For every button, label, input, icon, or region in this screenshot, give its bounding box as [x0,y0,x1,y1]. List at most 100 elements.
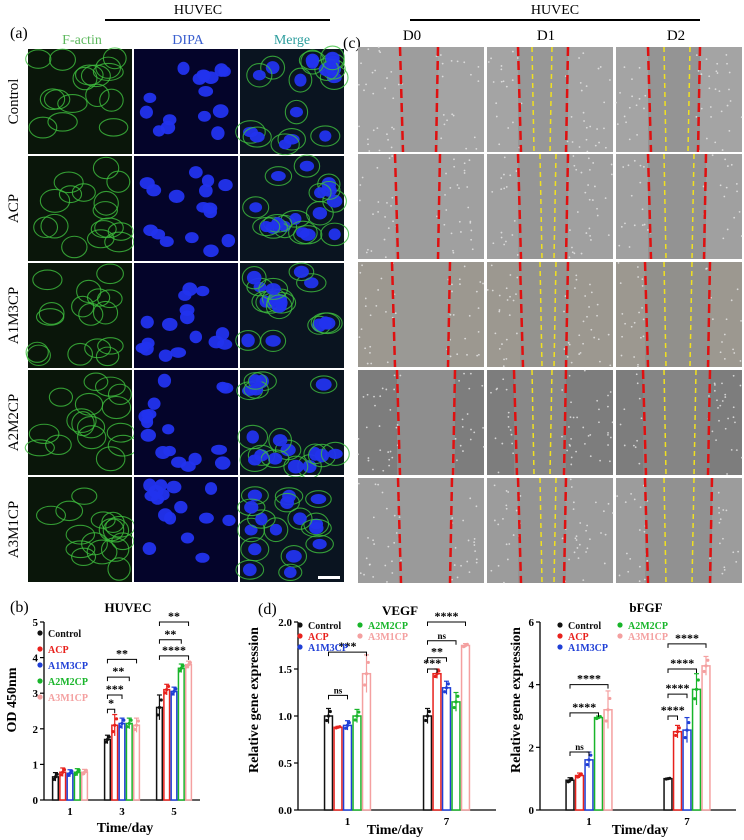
chart-title: HUVEC [105,600,152,615]
row-label-control: Control [6,79,22,125]
bar-a2m2cp-5 [177,667,185,801]
significance-label: **** [666,681,690,695]
y-tick-label: 0.0 [278,805,292,817]
data-point [134,723,139,727]
significance-label: ** [112,664,124,678]
wound-image-acp-d0 [358,153,484,260]
data-point [129,718,133,722]
bar-a2m2cp-1 [593,716,604,811]
panel-c-cell-line: HUVEC [531,3,579,18]
data-point [188,660,192,665]
data-point [163,691,167,695]
col-label-d1: D1 [537,28,555,44]
data-point [587,758,591,762]
significance-label: ** [431,645,443,659]
legend-item-a2m2cp: A2M2CP [628,621,668,632]
data-point [454,700,458,704]
data-point [427,709,431,714]
significance-bracket [569,712,599,717]
data-point [181,664,185,668]
data-point [465,642,469,646]
panel-c-label: (c) [343,35,361,52]
significance-bracket [427,657,447,662]
data-point [347,720,351,725]
legend-item-a1m3cp: A1M3CP [308,643,348,654]
data-point [456,694,460,698]
data-point [355,714,359,718]
wound-image-acp-d2 [616,153,743,260]
wound-image-a1m3cp-d1 [486,261,613,368]
bar-a2m2cp-3 [125,722,133,801]
significance-label: **** [435,609,459,623]
data-point [706,658,710,662]
bar-control-7 [422,715,433,811]
data-point [77,768,81,772]
legend-marker [37,646,43,652]
data-point [55,772,59,776]
wound-image-a1m3cp-d0 [358,261,484,368]
bar-a3m1cp-7 [701,665,711,811]
legend-item-control: Control [308,621,341,632]
bar-a2m2cp-1 [352,715,362,811]
data-point [111,730,115,734]
data-point [675,730,680,734]
legend-marker [297,633,303,639]
data-point [366,660,370,665]
y-tick-label: 6 [529,617,535,629]
bar-acp-7 [432,672,442,811]
bar-a3m1cp-7 [460,644,471,811]
legend-marker [617,622,623,628]
data-point [685,728,689,732]
data-point [73,772,78,776]
bar-control-5 [155,706,164,801]
significance-bracket [106,658,138,664]
data-point [328,709,332,714]
bar-control-1 [323,715,334,811]
row-label-a1m3cp: A1M3CP [6,287,22,345]
data-point [363,683,367,687]
legend-item-acp: ACP [568,632,589,643]
significance-bracket [569,684,609,689]
data-point [694,687,699,691]
chart-title: bFGF [629,600,662,615]
significance-label: ns [575,742,584,752]
data-point [136,719,140,723]
legend-marker [37,678,43,684]
y-axis-label: Relative gene expression [247,627,262,773]
bar-acp-5 [163,688,171,801]
significance-label: **** [661,703,685,717]
y-tick-label: 1 [33,759,39,771]
data-point [53,775,58,779]
legend-item-a3m1cp: A3M1CP [48,693,88,704]
data-point [104,740,108,744]
data-point [156,713,160,717]
significance-bracket [158,621,190,626]
data-point [425,714,430,718]
wound-image-a2m2cp-d1 [487,369,614,476]
legend-item-a2m2cp: A2M2CP [368,621,408,632]
micrograph-a2m2cp-2 [236,370,350,479]
significance-label: ns [334,685,343,695]
significance-bracket [667,693,688,699]
wound-image-control-d2 [615,46,743,153]
wound-image-a2m2cp-d0 [357,369,485,476]
chart-bfgf: bFGF 0 2 4 6 Relative gene expression Time/day… [509,600,736,838]
bar-a1m3cp-1 [66,772,74,801]
x-tick-label: 1 [345,816,351,828]
chart-vegf: (d) VEGF 0.0 0.5 1.0 1.5 2.0 Relative gene expr… [247,601,496,838]
significance-label: * [108,696,114,710]
bar-acp-1 [333,726,343,811]
data-point [325,718,329,723]
x-tick-label: 7 [444,816,450,828]
data-point [105,737,110,742]
micrograph-a1m3cp-1 [134,263,238,368]
data-point [444,686,449,690]
panel-a-cell-line: HUVEC [174,3,222,18]
row-label-acp: ACP [6,194,22,223]
data-point [107,735,111,739]
data-point [114,717,119,721]
significance-bracket [106,676,130,682]
y-tick-label: 0 [529,805,535,817]
significance-label: ** [116,646,128,660]
micrograph-a2m2cp-0 [24,370,139,475]
